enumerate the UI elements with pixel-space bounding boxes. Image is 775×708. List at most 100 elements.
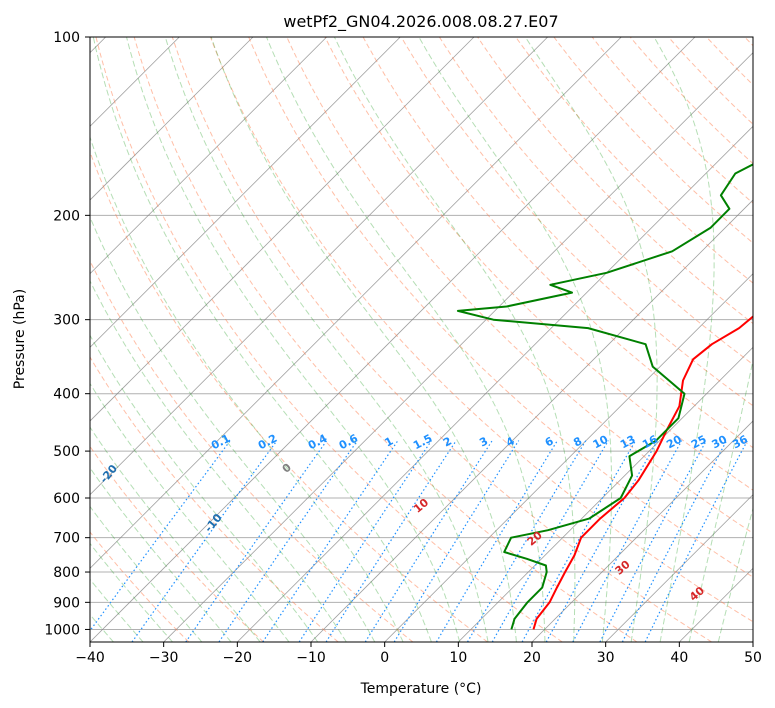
mixing-ratio-label: 13 [618, 433, 638, 452]
moist-adiabat-line [688, 358, 753, 642]
dry-adiabat-line [706, 37, 753, 86]
mixing-ratio-line [545, 440, 659, 642]
moist-adiabat-line [90, 382, 290, 642]
moist-adiabat-line [164, 37, 489, 642]
moist-adiabat-label: 0 [280, 461, 294, 476]
moist-adiabat-line [524, 37, 658, 642]
mixing-ratio-line [644, 440, 748, 642]
moist-adiabat-line [418, 37, 613, 642]
moist-adiabat-line [653, 37, 715, 642]
mixing-ratio-line [466, 440, 587, 642]
dry-adiabat-line [477, 37, 753, 325]
y-tick-label: 900 [53, 595, 80, 611]
x-tick-label: −10 [296, 650, 326, 666]
dry-adiabat-line [90, 531, 190, 642]
mixing-ratio-label: 6 [543, 434, 556, 449]
mixing-ratio-line [325, 440, 457, 642]
y-tick-label: 1000 [44, 622, 80, 638]
isotherm-line [310, 199, 753, 642]
mixing-ratio-label: 1 [383, 434, 396, 449]
mixing-ratio-line [521, 440, 637, 642]
dry-adiabat-line [324, 37, 753, 491]
y-tick-label: 500 [53, 444, 80, 460]
mixing-ratio-label: 36 [730, 433, 750, 452]
moist-adiabat-line [92, 37, 432, 642]
dry-adiabat-line [362, 37, 753, 449]
chart-title: wetPf2_GN04.2026.008.08.27.E07 [283, 12, 558, 32]
dry-adiabat-label: -30 [4, 413, 27, 437]
mixing-ratio-label: 30 [710, 433, 730, 452]
x-tick-label: 0 [380, 650, 389, 666]
mixing-ratio-label: 25 [689, 433, 709, 452]
x-axis: −40 −30 −20 −10 0 10 20 30 40 50 [75, 642, 762, 666]
y-tick-label: 200 [53, 208, 80, 224]
isotherm-line [90, 37, 548, 496]
isotherm-line [90, 37, 254, 201]
moist-adiabat-line [90, 135, 404, 642]
moist-adiabat-line [717, 506, 753, 642]
y-tick-label: 800 [53, 565, 80, 581]
x-tick-label: 30 [597, 650, 615, 666]
dry-adiabat-line [438, 37, 753, 366]
isotherm-line [679, 567, 753, 642]
mixing-ratio-label: 0.4 [306, 432, 330, 453]
mixing-ratio-line [393, 440, 520, 642]
dry-adiabat-line [286, 37, 753, 534]
dry-adiabat-line [90, 150, 488, 642]
x-tick-label: 20 [523, 650, 541, 666]
background-line-labels: 0.10.20.40.611.52346810131620253036-100-… [4, 413, 750, 604]
mixing-ratio-label: 0.1 [209, 432, 232, 453]
y-tick-label: 600 [53, 491, 80, 507]
moist-adiabat-label: 10 [411, 496, 431, 516]
temperature-profile-line [532, 315, 753, 630]
background-lines [90, 37, 753, 642]
mixing-ratio-line [435, 440, 558, 642]
moist-adiabat-label: 40 [687, 584, 707, 604]
moist-adiabat-line [90, 578, 144, 642]
y-tick-label: 100 [53, 30, 80, 46]
isotherm-line [90, 37, 401, 348]
isotherm-line [90, 37, 622, 569]
moist-adiabat-line [266, 37, 546, 642]
mixing-ratio-label: 8 [571, 434, 584, 449]
dry-adiabat-line [591, 37, 753, 204]
moist-adiabat-line [90, 505, 203, 642]
moist-adiabat-line [90, 426, 261, 642]
dry-adiabat-line [171, 37, 712, 642]
dry-adiabat-line [133, 37, 638, 642]
isotherm-line [90, 37, 475, 422]
moist-adiabat-line [90, 215, 376, 642]
data-series [456, 163, 753, 630]
mixing-ratio-label: 1.5 [411, 432, 434, 453]
mixing-ratio-line [621, 440, 728, 642]
x-axis-title: Temperature (°C) [360, 681, 482, 697]
isotherm-line [605, 494, 753, 642]
moist-adiabat-line [210, 37, 517, 642]
isotherm-line [752, 641, 753, 642]
mixing-ratio-line [262, 440, 399, 642]
isotherm-line [384, 273, 753, 642]
moist-adiabat-line [90, 334, 319, 642]
y-axis-title: Pressure (hPa) [12, 289, 28, 389]
x-tick-label: 50 [744, 650, 762, 666]
x-tick-label: −20 [223, 650, 253, 666]
mixing-ratio-line [572, 440, 683, 642]
y-axis: 100 200 300 400 500 600 700 800 900 1000 [44, 30, 90, 638]
isotherm-line [458, 346, 753, 642]
mixing-ratio-line [185, 440, 328, 642]
isotherm-line [163, 52, 753, 642]
plot-frame [89, 36, 754, 643]
x-tick-label: −30 [149, 650, 179, 666]
dewpoint-profile-line [456, 163, 753, 630]
dry-adiabat-line [90, 445, 264, 642]
isotherm-line [90, 37, 327, 275]
mixing-ratio-label: 10 [591, 433, 611, 452]
dry-adiabat-line [90, 356, 339, 642]
isotherm-line [531, 420, 753, 642]
dry-adiabat-line [515, 37, 753, 284]
y-tick-label: 700 [53, 531, 80, 547]
dry-adiabat-line [248, 37, 753, 578]
isotherm-line [90, 37, 696, 642]
dry-adiabat-line [400, 37, 753, 407]
x-tick-label: −40 [75, 650, 105, 666]
